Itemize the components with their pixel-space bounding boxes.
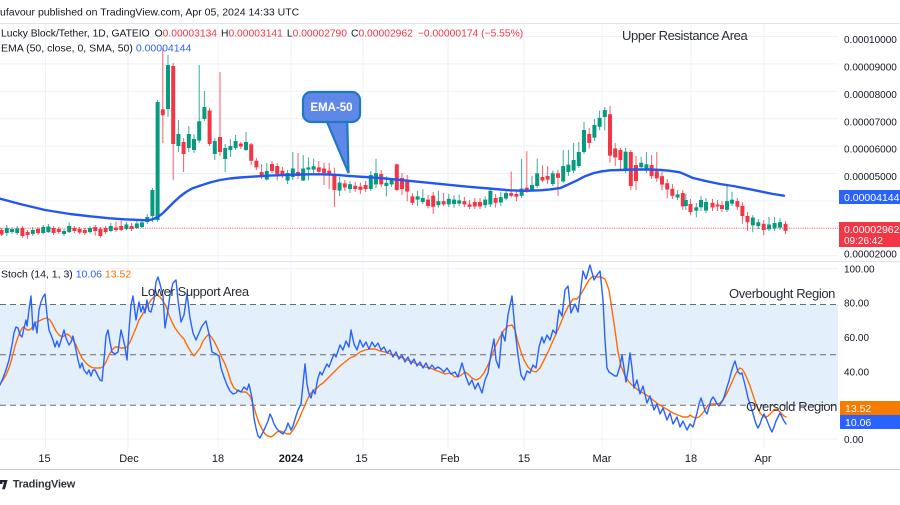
svg-text:15: 15 bbox=[38, 453, 50, 465]
svg-text:EMA (50, close, 0, SMA, 50) 0: EMA (50, close, 0, SMA, 50) 0.00004144 bbox=[1, 43, 191, 55]
svg-text:Lower Support Area: Lower Support Area bbox=[141, 284, 250, 299]
svg-text:EMA-50: EMA-50 bbox=[310, 102, 352, 114]
svg-text:Overbought Region: Overbought Region bbox=[729, 286, 835, 301]
svg-text:0.00002962: 0.00002962 bbox=[844, 224, 900, 236]
svg-text:0.00004144: 0.00004144 bbox=[844, 192, 900, 204]
svg-text:Upper Resistance Area: Upper Resistance Area bbox=[622, 28, 748, 43]
svg-text:0.00002000: 0.00002000 bbox=[844, 250, 897, 261]
svg-text:TradingView: TradingView bbox=[13, 479, 76, 491]
svg-text:0.00005000: 0.00005000 bbox=[844, 172, 897, 183]
svg-text:09:26:42: 09:26:42 bbox=[844, 236, 883, 247]
svg-text:Feb: Feb bbox=[441, 453, 460, 465]
svg-text:Mar: Mar bbox=[593, 453, 612, 465]
svg-text:40.00: 40.00 bbox=[844, 368, 869, 379]
svg-text:ufavour published on TradingVi: ufavour published on TradingView.com, Ap… bbox=[0, 7, 300, 19]
svg-text:Lucky Block/Tether, 1D, GATEIO: Lucky Block/Tether, 1D, GATEIO O0.0000313… bbox=[1, 29, 523, 40]
svg-text:15: 15 bbox=[355, 453, 367, 465]
svg-text:0.00006000: 0.00006000 bbox=[844, 145, 897, 156]
svg-text:15: 15 bbox=[518, 453, 530, 465]
svg-text:Dec: Dec bbox=[119, 453, 139, 465]
svg-text:100.00: 100.00 bbox=[844, 265, 875, 276]
svg-text:18: 18 bbox=[212, 453, 224, 465]
svg-text:0.00010000: 0.00010000 bbox=[844, 35, 897, 46]
svg-text:0.00008000: 0.00008000 bbox=[844, 90, 897, 101]
svg-text:Oversold Region: Oversold Region bbox=[746, 399, 837, 414]
svg-text:13.52: 13.52 bbox=[845, 403, 871, 415]
svg-text:Apr: Apr bbox=[754, 453, 771, 465]
svg-text:18: 18 bbox=[685, 453, 697, 465]
svg-text:80.00: 80.00 bbox=[844, 299, 869, 310]
svg-text:0.00009000: 0.00009000 bbox=[844, 63, 897, 74]
svg-text:0.00007000: 0.00007000 bbox=[844, 118, 897, 129]
svg-text:0.00: 0.00 bbox=[844, 435, 864, 446]
svg-text:2024: 2024 bbox=[279, 453, 304, 465]
svg-text:60.00: 60.00 bbox=[844, 333, 869, 344]
svg-text:10.06: 10.06 bbox=[845, 417, 871, 429]
svg-text:Stoch (14, 1, 3) 10.06 13.52: Stoch (14, 1, 3) 10.06 13.52 bbox=[1, 269, 131, 281]
